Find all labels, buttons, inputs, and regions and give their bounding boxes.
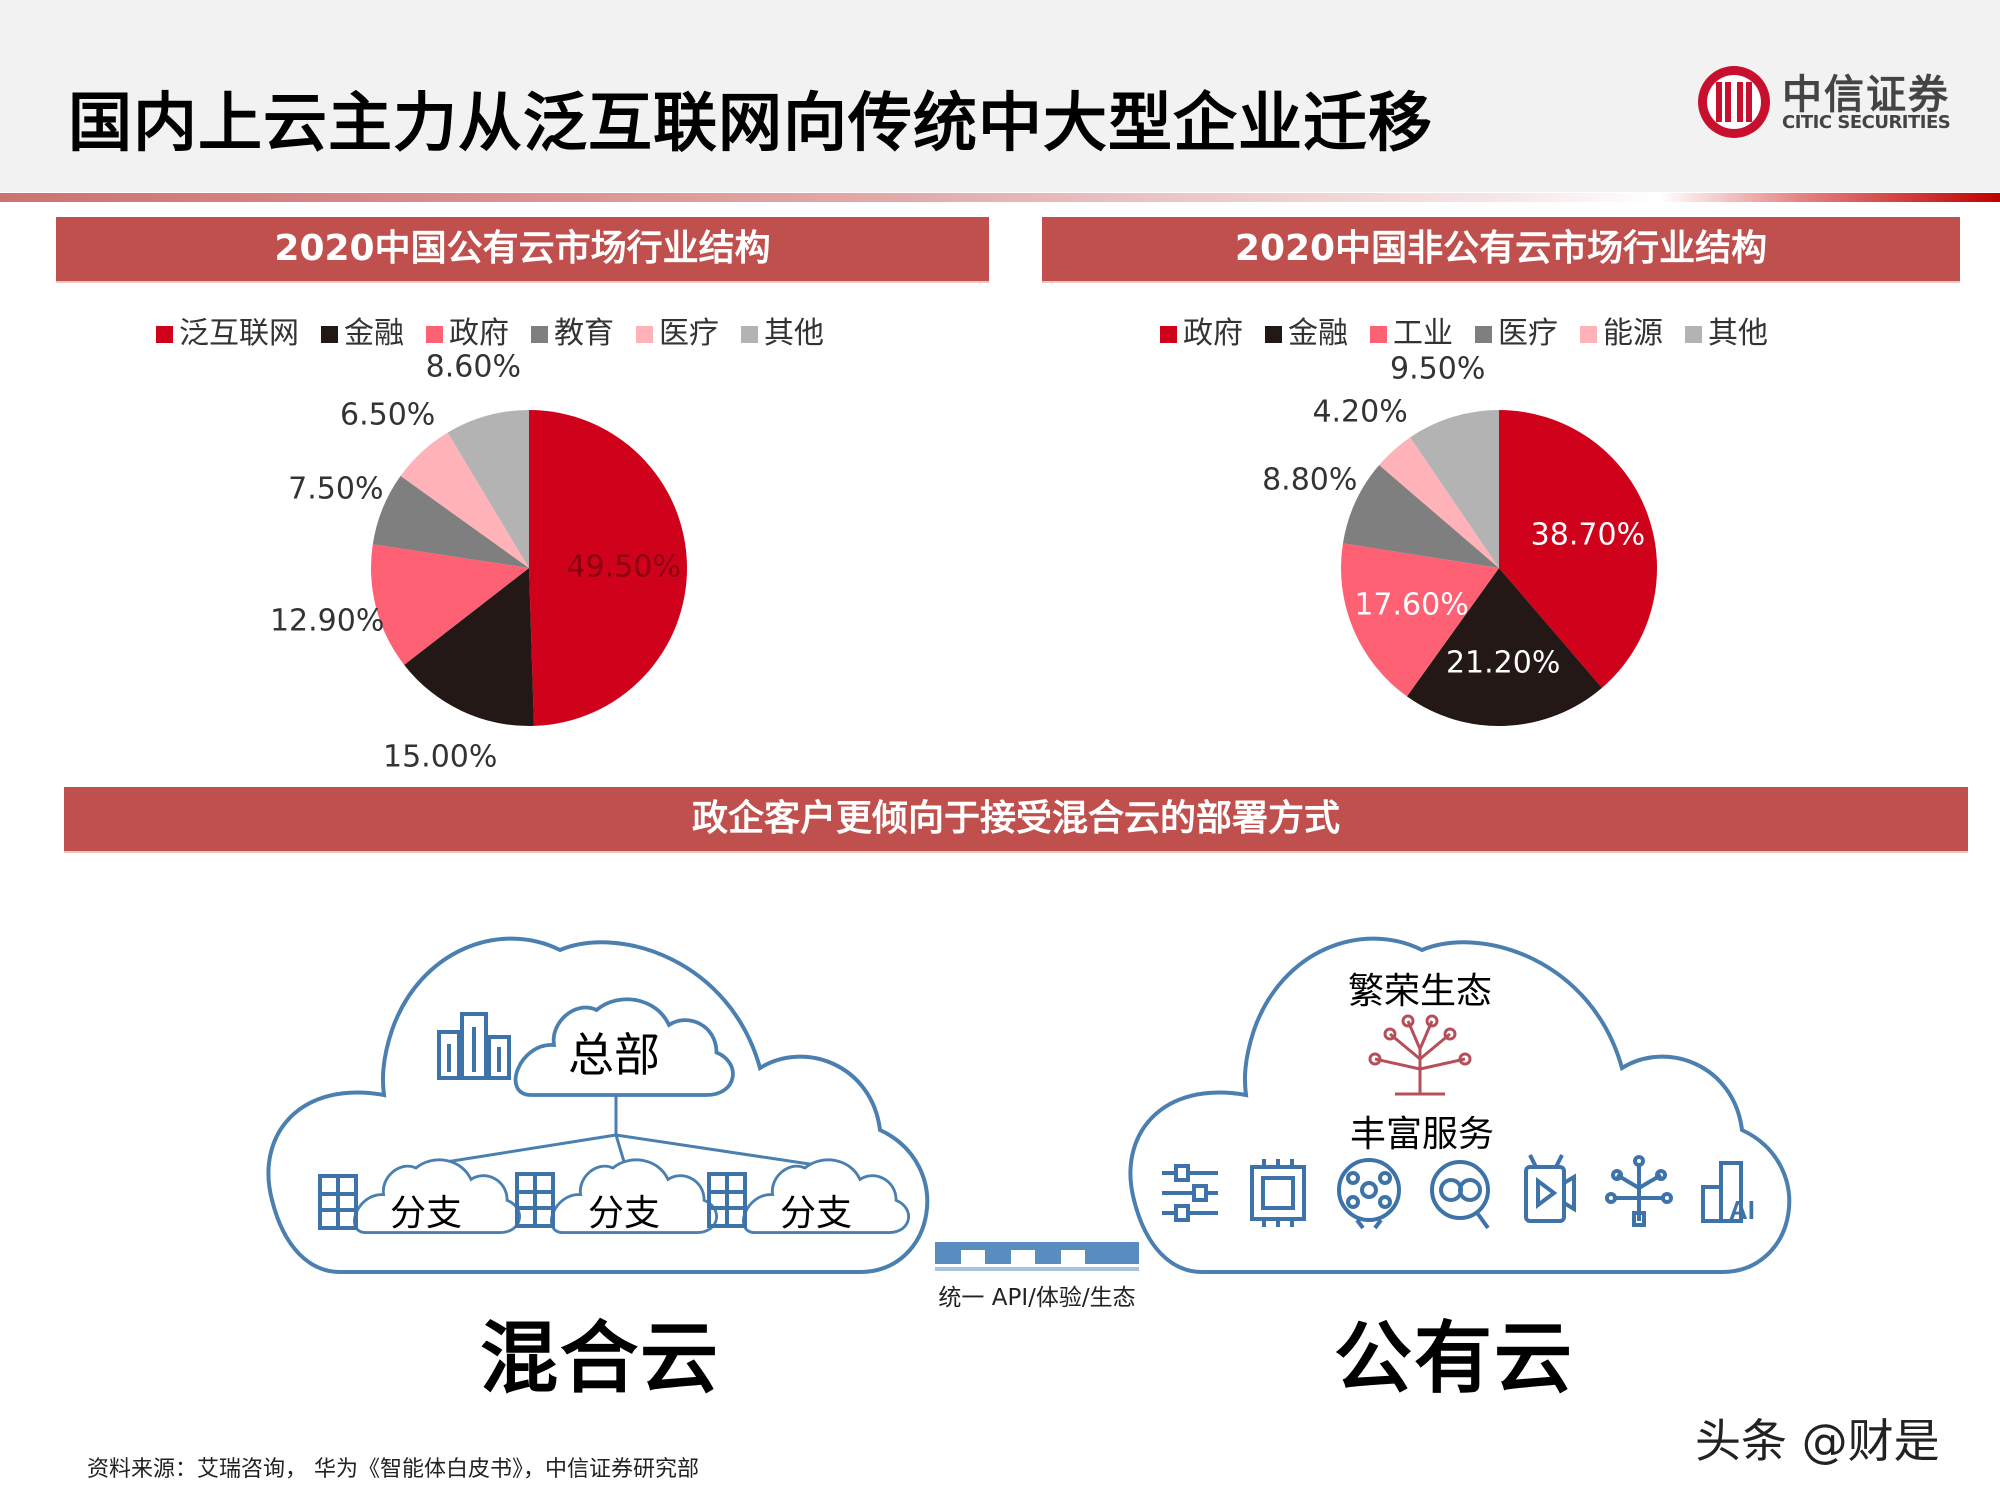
ecosystem-tree-icon <box>1368 1014 1472 1096</box>
connector-label: 统一 API/体验/生态 <box>938 1285 1136 1311</box>
pie-slice-能源 <box>1379 437 1499 568</box>
branch-building-icon <box>515 1172 555 1228</box>
legend-swatch <box>1685 326 1702 343</box>
data-label: 12.90% <box>269 603 385 638</box>
legend-swatch <box>636 326 653 343</box>
data-label: 21.20% <box>1445 645 1561 681</box>
data-label: 8.60% <box>425 349 521 385</box>
sliders-icon <box>1162 1164 1218 1222</box>
legend-label: 泛互联网 <box>179 316 299 351</box>
pie-slice-教育 <box>372 475 529 568</box>
pie-slice-泛互联网 <box>529 410 687 726</box>
right-chart-title: 2020中国非公有云市场行业结构 <box>1042 217 1960 283</box>
legend-label: 医疗 <box>1498 316 1558 351</box>
legend-label: 医疗 <box>659 316 719 351</box>
pie-slice-医疗 <box>400 432 529 568</box>
right-chart-legend: 政府 金融 工业 医疗 能源 其他 <box>1160 308 1768 352</box>
branch-label: 分支 <box>389 1193 463 1234</box>
pie-slice-金融 <box>404 568 534 727</box>
data-label: 38.70% <box>1530 517 1646 553</box>
svg-text:AI: AI <box>1729 1195 1755 1225</box>
video-device-icon <box>1524 1154 1576 1223</box>
pie-slice-其他 <box>447 410 529 568</box>
legend-label: 能源 <box>1603 316 1663 351</box>
pie-slice-医疗 <box>1342 465 1499 568</box>
legend-swatch <box>1475 326 1492 343</box>
legend-item: 金融 <box>321 308 404 352</box>
translate-search-icon <box>1430 1160 1490 1230</box>
legend-label: 工业 <box>1393 316 1453 351</box>
legend-swatch <box>1370 326 1387 343</box>
legend-swatch <box>741 326 758 343</box>
data-label: 8.80% <box>1262 462 1358 498</box>
branch-label: 分支 <box>587 1193 661 1234</box>
legend-label: 政府 <box>449 316 509 351</box>
legend-item: 政府 <box>1160 308 1243 352</box>
legend-label: 教育 <box>554 316 614 351</box>
header <box>0 0 2000 192</box>
page-title: 国内上云主力从泛互联网向传统中大型企业迁移 <box>68 87 1433 161</box>
legend-label: 政府 <box>1183 316 1243 351</box>
left-pie-chart <box>371 410 687 727</box>
data-label: 9.50% <box>1390 351 1486 387</box>
cloud-diagram: AI <box>266 936 1792 1274</box>
hybrid-cloud-title: 混合云 <box>479 1314 721 1404</box>
ecosystem-label: 繁荣生态 <box>1347 971 1493 1012</box>
legend-swatch <box>1160 326 1177 343</box>
legend-swatch <box>1580 326 1597 343</box>
legend-swatch <box>531 326 548 343</box>
section-banner: 政企客户更倾向于接受混合云的部署方式 <box>64 787 1968 853</box>
legend-item: 医疗 <box>636 308 719 352</box>
network-brain-icon <box>1337 1158 1401 1230</box>
legend-item: 医疗 <box>1475 308 1558 352</box>
data-label: 6.50% <box>340 397 436 433</box>
public-cloud-title: 公有云 <box>1333 1314 1575 1404</box>
hierarchy-lines <box>426 1095 817 1167</box>
pie-slice-工业 <box>1341 543 1499 697</box>
data-label: 17.60% <box>1354 587 1469 623</box>
pie-slice-金融 <box>1406 568 1602 726</box>
legend-swatch <box>1265 326 1282 343</box>
legend-item: 其他 <box>741 308 824 352</box>
ai-building-icon: AI <box>1701 1161 1755 1225</box>
api-connector-icon <box>935 1242 1139 1271</box>
watermark: 头条 @财是 <box>1695 1414 1940 1468</box>
chip-icon <box>1250 1159 1306 1227</box>
iot-bulb-icon <box>1605 1155 1673 1227</box>
legend-item: 能源 <box>1580 308 1663 352</box>
legend-swatch <box>426 326 443 343</box>
data-label: 49.50% <box>566 549 681 584</box>
data-label: 7.50% <box>288 471 384 507</box>
services-label: 丰富服务 <box>1349 1114 1495 1155</box>
hq-label: 总部 <box>568 1028 660 1082</box>
legend-item: 其他 <box>1685 308 1768 352</box>
legend-item: 金融 <box>1265 308 1348 352</box>
legend-label: 其他 <box>1708 316 1768 351</box>
left-chart-title: 2020中国公有云市场行业结构 <box>56 217 989 283</box>
legend-label: 金融 <box>1288 316 1348 351</box>
source-note: 资料来源：艾瑞咨询， 华为《智能体白皮书》，中信证券研究部 <box>87 1457 699 1482</box>
citic-logo-icon <box>1698 66 1770 138</box>
branch-building-icon <box>318 1174 358 1230</box>
pie-slice-政府 <box>1499 410 1657 688</box>
right-pie-chart <box>1341 410 1657 726</box>
hq-building-icon <box>437 1012 511 1080</box>
pie-slice-政府 <box>371 544 529 665</box>
data-label: 4.20% <box>1312 394 1408 430</box>
left-chart-legend: 泛互联网 金融 政府 教育 医疗 其他 <box>156 308 824 352</box>
legend-swatch <box>321 326 338 343</box>
logo-text-en: CITIC SECURITIES <box>1782 112 1951 133</box>
legend-item: 政府 <box>426 308 509 352</box>
pie-slice-其他 <box>1410 410 1499 568</box>
legend-item: 工业 <box>1370 308 1453 352</box>
legend-label: 金融 <box>344 316 404 351</box>
legend-item: 教育 <box>531 308 614 352</box>
legend-label: 其他 <box>764 316 824 351</box>
logo-text-cn: 中信证券 <box>1782 72 1950 118</box>
legend-swatch <box>156 326 173 343</box>
legend-item: 泛互联网 <box>156 308 299 352</box>
header-divider <box>0 193 2000 202</box>
branch-label: 分支 <box>779 1193 853 1234</box>
data-label: 15.00% <box>382 739 498 775</box>
